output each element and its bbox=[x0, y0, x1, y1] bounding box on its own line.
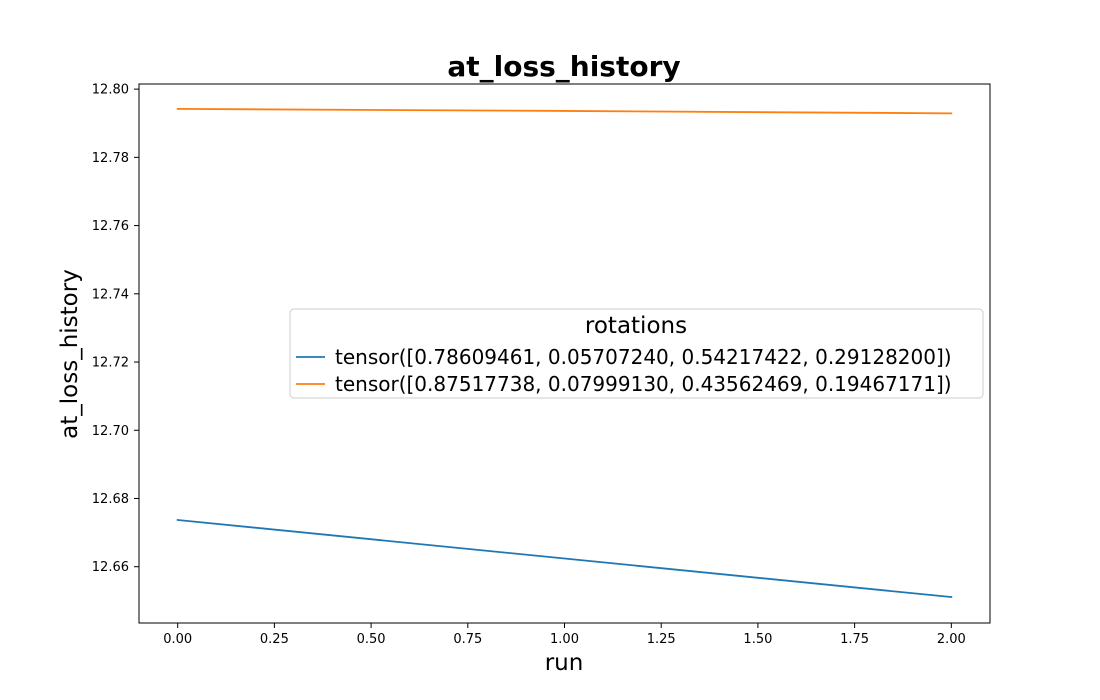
y-tick-label: 12.76 bbox=[92, 219, 129, 234]
y-axis: 12.66 12.68 12.70 12.72 12.74 12.76 12.78 12.80 bbox=[92, 83, 139, 575]
y-tick-label: 12.70 bbox=[92, 424, 129, 439]
x-tick-label: 1.50 bbox=[743, 632, 772, 647]
legend-entries: tensor([0.78609461, 0.05707240, 0.542174… bbox=[296, 345, 952, 396]
x-tick-label: 0.00 bbox=[163, 632, 192, 647]
x-axis-label: run bbox=[545, 650, 584, 676]
x-tick-label: 1.25 bbox=[647, 632, 676, 647]
x-tick-label: 1.75 bbox=[840, 632, 869, 647]
y-tick-label: 12.72 bbox=[92, 356, 129, 371]
legend-label-2: tensor([0.87517738, 0.07999130, 0.435624… bbox=[335, 372, 952, 396]
series-line-2 bbox=[176, 107, 953, 115]
y-tick-label: 12.78 bbox=[92, 151, 129, 166]
x-tick-label: 0.50 bbox=[357, 632, 386, 647]
x-tick-label: 1.00 bbox=[550, 632, 579, 647]
legend: rotations tensor([0.78609461, 0.05707240… bbox=[289, 308, 984, 399]
x-tick-label: 2.00 bbox=[937, 632, 966, 647]
y-axis-label: at_loss_history bbox=[57, 269, 83, 439]
y-tick-label: 12.80 bbox=[92, 83, 129, 98]
series-layer bbox=[176, 107, 953, 599]
x-tick-label: 0.75 bbox=[453, 632, 482, 647]
legend-title: rotations bbox=[585, 313, 687, 339]
y-tick-label: 12.68 bbox=[92, 492, 129, 507]
legend-label-1: tensor([0.78609461, 0.05707240, 0.542174… bbox=[335, 345, 952, 369]
x-axis: 0.00 0.25 0.50 0.75 1.00 1.25 1.50 1.75 2.00 bbox=[163, 623, 966, 647]
series-line-1 bbox=[176, 518, 953, 599]
y-tick-label: 12.66 bbox=[92, 560, 129, 575]
y-tick-label: 12.74 bbox=[92, 287, 129, 302]
legend-frame bbox=[289, 308, 984, 399]
chart-title: at_loss_history bbox=[447, 50, 680, 83]
x-tick-label: 0.25 bbox=[260, 632, 289, 647]
